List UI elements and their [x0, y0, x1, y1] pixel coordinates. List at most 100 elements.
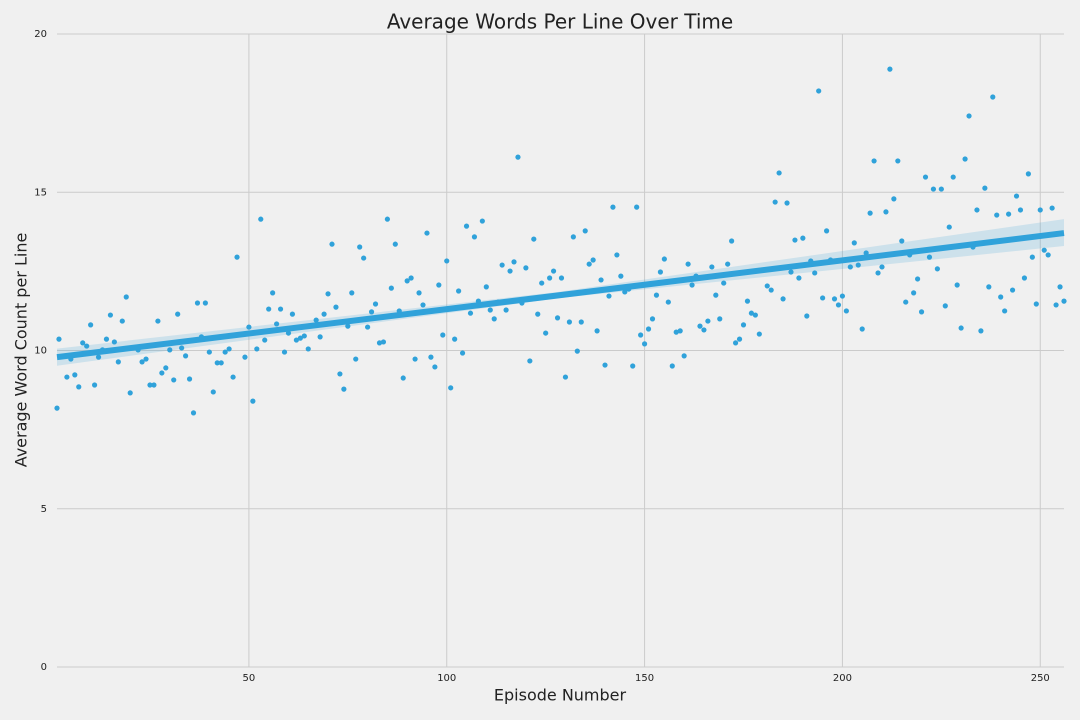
point	[80, 340, 86, 346]
point	[1002, 308, 1008, 314]
point	[768, 287, 774, 293]
point	[574, 348, 580, 354]
point	[859, 326, 865, 332]
point	[879, 264, 885, 270]
point	[665, 299, 671, 305]
x-tick-label: 150	[635, 673, 654, 684]
point	[234, 254, 240, 260]
point	[305, 346, 311, 352]
point	[297, 335, 303, 341]
y-tick-label: 10	[34, 346, 47, 357]
point	[190, 410, 197, 416]
point	[748, 310, 755, 316]
point	[641, 341, 648, 347]
point	[1057, 284, 1063, 290]
point	[721, 280, 727, 286]
x-axis-label: Episode Number	[494, 686, 627, 705]
point	[218, 360, 224, 366]
point	[954, 282, 960, 288]
point	[214, 360, 220, 366]
point	[210, 389, 216, 395]
point	[717, 316, 723, 322]
point	[471, 234, 478, 240]
point	[440, 332, 446, 338]
point	[337, 371, 343, 377]
point	[610, 204, 616, 210]
point	[990, 94, 996, 100]
point	[523, 265, 529, 271]
point	[115, 359, 121, 365]
point	[317, 334, 323, 340]
point	[657, 269, 664, 275]
point	[246, 324, 252, 330]
point	[958, 325, 964, 331]
point	[998, 294, 1004, 300]
point	[456, 288, 462, 294]
point	[554, 315, 561, 321]
y-tick-label: 15	[34, 187, 47, 198]
point	[772, 199, 778, 205]
point	[139, 359, 145, 365]
point	[978, 328, 984, 334]
point	[914, 276, 921, 282]
point	[586, 261, 592, 267]
point	[764, 283, 770, 289]
point	[143, 356, 149, 362]
point	[689, 282, 695, 288]
point	[729, 238, 735, 244]
point	[503, 307, 509, 313]
point	[847, 264, 853, 270]
point	[194, 300, 201, 306]
point	[420, 302, 426, 308]
point	[103, 336, 110, 342]
point	[618, 273, 624, 279]
point	[673, 329, 679, 335]
point	[404, 278, 410, 284]
point	[911, 290, 917, 296]
point	[653, 292, 660, 298]
point	[756, 331, 762, 337]
point	[855, 262, 861, 268]
point	[444, 258, 450, 264]
point	[713, 292, 719, 298]
point	[582, 228, 588, 234]
point	[222, 349, 228, 355]
point	[491, 316, 497, 322]
point	[550, 268, 557, 274]
point	[926, 254, 933, 260]
point	[507, 268, 513, 274]
point	[325, 291, 331, 297]
point	[250, 398, 256, 404]
point	[681, 353, 687, 359]
point	[84, 343, 90, 349]
point	[531, 236, 537, 242]
point	[274, 321, 280, 327]
point	[685, 261, 691, 267]
point	[270, 290, 276, 296]
point	[831, 296, 838, 302]
point	[962, 156, 968, 162]
point	[867, 210, 873, 216]
point	[823, 228, 830, 234]
point	[780, 296, 786, 302]
point	[376, 340, 383, 346]
y-tick-label: 20	[34, 29, 47, 40]
point	[725, 261, 731, 267]
point	[448, 385, 454, 391]
point	[649, 316, 656, 322]
point	[368, 309, 375, 315]
point	[677, 328, 683, 334]
point	[994, 212, 1000, 218]
point	[839, 293, 846, 299]
point	[887, 66, 893, 72]
y-tick-label: 5	[41, 504, 47, 515]
point	[701, 327, 707, 333]
point	[341, 386, 347, 392]
point	[313, 317, 319, 323]
point	[384, 216, 390, 222]
point	[361, 255, 367, 261]
point	[151, 382, 157, 388]
point	[812, 270, 818, 276]
point	[804, 313, 810, 319]
point	[709, 264, 715, 270]
